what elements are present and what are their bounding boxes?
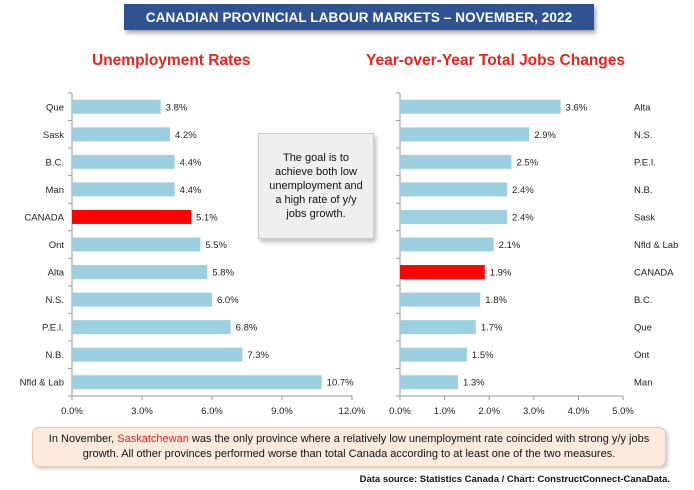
note-highlight-saskatchewan: Saskatchewan xyxy=(117,433,189,445)
jobs-x-tick-label: 0.0% xyxy=(389,406,411,417)
unemployment-bar-ont xyxy=(72,237,201,252)
jobs-value-label-que: 1.7% xyxy=(481,323,503,334)
jobs-bar-nfld-lab xyxy=(400,237,494,252)
unemployment-value-label-n-s: 6.0% xyxy=(217,295,239,306)
jobs-category-label-man: Man xyxy=(634,378,652,389)
unemployment-value-label-p-e-i: 6.8% xyxy=(236,323,258,334)
jobs-category-label-sask: Sask xyxy=(634,212,655,223)
jobs-bar-canada xyxy=(400,265,485,280)
unemployment-chart-title: Unemployment Rates xyxy=(92,52,251,69)
unemployment-category-label-sask: Sask xyxy=(43,130,64,141)
jobs-value-label-p-e-i: 2.5% xyxy=(517,157,539,168)
unemployment-category-label-alta: Alta xyxy=(48,268,65,279)
jobs-category-label-n-s: N.S. xyxy=(634,130,652,141)
jobs-bar-p-e-i xyxy=(400,154,512,169)
unemployment-bar-sask xyxy=(72,127,170,142)
unemployment-value-label-man: 4.4% xyxy=(180,185,202,196)
jobs-x-tick-label: 3.0% xyxy=(523,406,545,417)
unemployment-category-label-n-b: N.B. xyxy=(46,350,64,361)
unemployment-bar-nfld-lab xyxy=(72,375,322,390)
jobs-category-label-que: Que xyxy=(634,323,652,334)
jobs-value-label-sask: 2.4% xyxy=(512,212,534,223)
jobs-chart-title: Year-over-Year Total Jobs Changes xyxy=(366,52,626,69)
unemployment-category-label-canada: CANADA xyxy=(24,212,64,223)
jobs-x-tick-label: 2.0% xyxy=(478,406,500,417)
jobs-value-label-man: 1.3% xyxy=(463,378,485,389)
jobs-bar-b-c xyxy=(400,292,481,307)
jobs-bar-n-b xyxy=(400,182,508,197)
unemployment-x-tick-label: 6.0% xyxy=(201,406,223,417)
jobs-x-tick-label: 4.0% xyxy=(568,406,590,417)
jobs-category-label-alta: Alta xyxy=(634,102,651,113)
jobs-category-label-canada: CANADA xyxy=(634,268,674,279)
chart-banner-title: CANADIAN PROVINCIAL LABOUR MARKETS – NOV… xyxy=(124,4,594,30)
unemployment-x-tick-label: 9.0% xyxy=(271,406,293,417)
unemployment-value-label-ont: 5.5% xyxy=(205,240,227,251)
jobs-value-label-alta: 3.6% xyxy=(566,102,588,113)
jobs-value-label-n-s: 2.9% xyxy=(534,130,556,141)
jobs-bar-que xyxy=(400,320,476,335)
jobs-value-label-n-b: 2.4% xyxy=(512,185,534,196)
jobs-value-label-nfld-lab: 2.1% xyxy=(499,240,521,251)
unemployment-value-label-b-c: 4.4% xyxy=(180,157,202,168)
unemployment-category-label-n-s: N.S. xyxy=(46,295,64,306)
unemployment-category-label-p-e-i: P.E.I. xyxy=(42,323,64,334)
jobs-bar-sask xyxy=(400,209,508,224)
unemployment-bar-b-c xyxy=(72,154,175,169)
unemployment-x-tick-label: 3.0% xyxy=(131,406,153,417)
jobs-bar-alta xyxy=(400,99,561,114)
unemployment-value-label-sask: 4.2% xyxy=(175,130,197,141)
jobs-bar-ont xyxy=(400,347,467,362)
unemployment-x-tick-label: 12.0% xyxy=(339,406,366,417)
unemployment-value-label-que: 3.8% xyxy=(166,102,188,113)
note-text-before: In November, xyxy=(48,433,118,445)
summary-note-text: In November, Saskatchewan was the only p… xyxy=(47,432,651,462)
unemployment-category-label-que: Que xyxy=(46,102,64,113)
unemployment-bar-canada xyxy=(72,209,191,224)
note-text-after: was the only province where a relatively… xyxy=(82,433,650,460)
jobs-category-label-n-b: N.B. xyxy=(634,185,652,196)
unemployment-bar-alta xyxy=(72,265,208,280)
unemployment-category-label-b-c: B.C. xyxy=(46,157,64,168)
data-source-credit: Data source: Statistics Canada / Chart: … xyxy=(359,474,670,485)
jobs-value-label-ont: 1.5% xyxy=(472,350,494,361)
unemployment-bar-p-e-i xyxy=(72,320,231,335)
jobs-category-label-b-c: B.C. xyxy=(634,295,652,306)
jobs-category-label-ont: Ont xyxy=(634,350,650,361)
unemployment-bar-n-b xyxy=(72,347,243,362)
unemployment-value-label-alta: 5.8% xyxy=(212,268,234,279)
jobs-bar-n-s xyxy=(400,127,530,142)
jobs-category-label-nfld-lab: Nfld & Lab xyxy=(634,240,678,251)
unemployment-bar-n-s xyxy=(72,292,212,307)
unemployment-value-label-nfld-lab: 10.7% xyxy=(327,378,354,389)
unemployment-value-label-canada: 5.1% xyxy=(196,212,218,223)
unemployment-category-label-man: Man xyxy=(46,185,64,196)
jobs-value-label-canada: 1.9% xyxy=(490,268,512,279)
jobs-x-tick-label: 1.0% xyxy=(434,406,456,417)
unemployment-bar-man xyxy=(72,182,175,197)
jobs-bar-man xyxy=(400,375,458,390)
unemployment-category-label-ont: Ont xyxy=(49,240,65,251)
unemployment-x-tick-label: 0.0% xyxy=(61,406,83,417)
unemployment-bar-que xyxy=(72,99,161,114)
unemployment-category-label-nfld-lab: Nfld & Lab xyxy=(20,378,64,389)
jobs-x-tick-label: 5.0% xyxy=(612,406,634,417)
unemployment-value-label-n-b: 7.3% xyxy=(247,350,269,361)
jobs-value-label-b-c: 1.8% xyxy=(485,295,507,306)
callout-text: The goal is to achieve both low unemploy… xyxy=(269,152,363,220)
jobs-category-label-p-e-i: P.E.I. xyxy=(634,157,656,168)
summary-note: In November, Saskatchewan was the only p… xyxy=(32,427,666,467)
callout-box: The goal is to achieve both low unemploy… xyxy=(258,133,374,239)
